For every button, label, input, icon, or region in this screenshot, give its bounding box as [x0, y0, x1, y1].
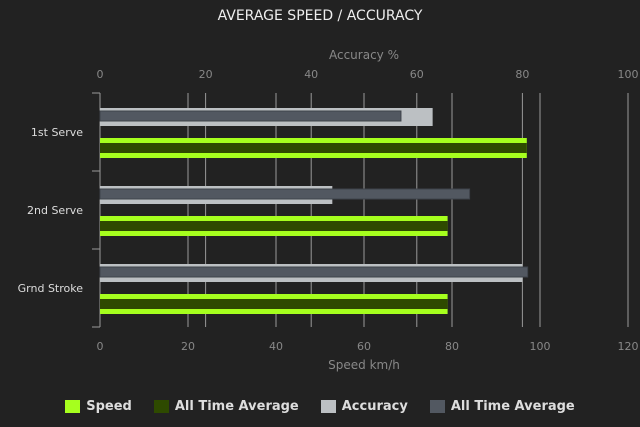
top-tick-label: 40 [304, 68, 318, 81]
legend-item[interactable]: All Time Average [429, 399, 575, 414]
top-tick-label: 20 [199, 68, 213, 81]
legend-swatch [153, 400, 169, 413]
top-tick-label: 80 [515, 68, 529, 81]
bottom-tick-label: 40 [269, 340, 283, 353]
bottom-tick-label: 100 [530, 340, 551, 353]
bar-speed-average [100, 299, 448, 309]
legend-swatch [320, 400, 336, 413]
bar-accuracy-average [99, 188, 471, 200]
bottom-tick-label: 120 [618, 340, 639, 353]
legend-swatch [65, 400, 81, 413]
legend-label: All Time Average [174, 399, 299, 414]
legend-label: Accuracy [341, 399, 408, 414]
top-tick-label: 60 [410, 68, 424, 81]
top-tick-label: 100 [618, 68, 639, 81]
category-label: 2nd Serve [27, 204, 83, 217]
legend-item[interactable]: Accuracy [320, 399, 408, 414]
bottom-axis-label: Speed km/h [328, 358, 400, 372]
top-tick-label: 0 [97, 68, 104, 81]
bar-speed-average [100, 221, 448, 231]
chart: 0 20 40 60 80 100 0 20 40 60 80 100 120 Accuracy % Spe… [18, 48, 639, 372]
legend-swatch [429, 400, 445, 413]
bottom-tick-label: 80 [445, 340, 459, 353]
chart-title: AVERAGE SPEED / ACCURACY [217, 8, 423, 24]
legend-label: All Time Average [450, 399, 575, 414]
bar-speed-average [100, 143, 527, 153]
legend: Speed All Time Average Accuracy All Time Av… [0, 399, 640, 414]
legend-label: Speed [86, 399, 132, 414]
category-label: 1st Serve [31, 126, 83, 139]
legend-item[interactable]: Speed [65, 399, 132, 414]
top-axis-label: Accuracy % [329, 48, 399, 62]
legend-item[interactable]: All Time Average [153, 399, 299, 414]
bar-accuracy-average [99, 266, 529, 278]
bottom-tick-label: 20 [181, 340, 195, 353]
bar-accuracy-average [99, 110, 402, 122]
bottom-tick-label: 60 [357, 340, 371, 353]
bottom-tick-label: 0 [97, 340, 104, 353]
category-label: Grnd Stroke [18, 282, 84, 295]
